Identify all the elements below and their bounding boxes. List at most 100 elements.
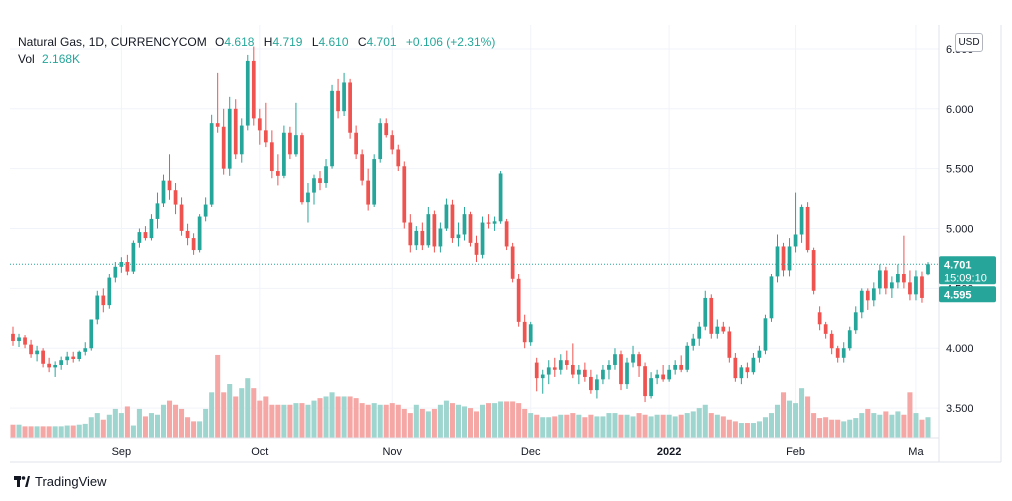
candle-body bbox=[245, 60, 250, 126]
volume-bar bbox=[901, 414, 907, 438]
volume-bars bbox=[10, 354, 931, 438]
volume-bar bbox=[70, 425, 76, 438]
time-tick-label: Ma bbox=[908, 446, 924, 458]
candle-body bbox=[739, 367, 744, 379]
volume-bar bbox=[805, 396, 811, 438]
currency-button[interactable]: USD bbox=[955, 33, 983, 52]
volume-bar bbox=[498, 401, 504, 438]
volume-bar bbox=[768, 413, 775, 438]
candle-body bbox=[781, 246, 786, 271]
candlestick-series[interactable] bbox=[11, 46, 930, 403]
candle-body bbox=[372, 159, 377, 205]
volume-bar bbox=[774, 404, 781, 438]
volume-bar bbox=[76, 424, 82, 438]
volume-bar bbox=[245, 378, 251, 438]
candle-body bbox=[137, 232, 142, 243]
candle-body bbox=[709, 297, 714, 334]
candle-body bbox=[583, 369, 587, 377]
volume-bar bbox=[22, 426, 28, 438]
candle-body bbox=[300, 135, 304, 203]
candle-body bbox=[336, 90, 340, 112]
volume-bar bbox=[486, 403, 492, 438]
volume-label: Vol bbox=[18, 52, 35, 66]
bar-countdown-label: 15:09:10 bbox=[944, 272, 987, 284]
candle-body bbox=[402, 166, 407, 223]
volume-bar bbox=[618, 414, 624, 438]
candle-body bbox=[655, 374, 659, 379]
candle-body bbox=[920, 276, 924, 298]
candle-body bbox=[540, 374, 545, 379]
volume-bar bbox=[215, 354, 221, 438]
volume-bar bbox=[648, 416, 654, 438]
volume-bar bbox=[130, 425, 136, 438]
high-label: H bbox=[263, 35, 273, 49]
low-value: 4.610 bbox=[318, 35, 349, 49]
volume-bar bbox=[136, 408, 142, 438]
last-price-badge bbox=[939, 256, 996, 285]
candle-body bbox=[23, 337, 27, 345]
candle-body bbox=[763, 318, 768, 351]
volume-bar bbox=[612, 413, 618, 438]
candle-body bbox=[408, 222, 413, 246]
candle-body bbox=[450, 204, 455, 239]
candle-body bbox=[209, 123, 214, 205]
volume-bar bbox=[696, 408, 702, 438]
candle-body bbox=[516, 278, 521, 322]
candle-body bbox=[546, 367, 551, 375]
close-value: 4.701 bbox=[366, 35, 397, 49]
candle-body bbox=[288, 132, 292, 155]
candle-body bbox=[251, 60, 256, 119]
volume-bar bbox=[732, 421, 738, 438]
candle-body bbox=[685, 345, 690, 370]
candle-body bbox=[312, 178, 316, 193]
candle-body bbox=[426, 214, 431, 246]
time-axis[interactable]: Sep Oct Nov Dec 2022 Feb Ma bbox=[112, 446, 925, 458]
candle-body bbox=[570, 364, 575, 375]
candle-body bbox=[468, 214, 473, 243]
candle-body bbox=[113, 266, 118, 278]
candle-body bbox=[643, 366, 647, 397]
volume-bar bbox=[221, 392, 227, 438]
candle-body bbox=[703, 297, 708, 327]
volume-bar bbox=[853, 418, 859, 438]
candle-body bbox=[661, 374, 665, 380]
candle-body bbox=[673, 364, 678, 370]
candle-body bbox=[276, 171, 280, 176]
tradingview-brand[interactable]: TradingView bbox=[14, 474, 107, 489]
candle-body bbox=[799, 206, 804, 235]
candle-body bbox=[715, 326, 720, 334]
volume-bar bbox=[714, 414, 720, 438]
candle-body bbox=[859, 290, 864, 313]
candle-body bbox=[877, 270, 882, 289]
candle-body bbox=[841, 348, 846, 358]
volume-bar bbox=[895, 411, 901, 438]
volume-bar bbox=[600, 416, 606, 438]
volume-bar bbox=[522, 408, 528, 438]
candle-body bbox=[492, 221, 497, 224]
candle-body bbox=[107, 277, 112, 306]
price-tick-label: 5.000 bbox=[946, 224, 974, 236]
volume-bar bbox=[570, 413, 576, 438]
candle-body bbox=[510, 246, 515, 279]
volume-bar bbox=[317, 398, 323, 438]
volume-bar bbox=[275, 404, 281, 438]
candle-body bbox=[811, 250, 816, 291]
volume-bar bbox=[811, 413, 817, 438]
time-tick-label: Nov bbox=[382, 446, 402, 458]
volume-bar bbox=[799, 388, 805, 438]
symbol-title[interactable]: Natural Gas, 1D, CURRENCYCOM bbox=[18, 35, 207, 49]
time-tick-label: Dec bbox=[521, 446, 541, 458]
volume-bar bbox=[88, 417, 94, 438]
volume-bar bbox=[323, 396, 329, 438]
volume-bar bbox=[889, 414, 895, 438]
volume-bar bbox=[582, 417, 588, 438]
candle-body bbox=[595, 379, 599, 391]
volume-bar bbox=[46, 426, 52, 438]
volume-bar bbox=[431, 408, 437, 438]
candle-body bbox=[619, 354, 623, 385]
volume-bar bbox=[455, 404, 461, 438]
candle-body bbox=[239, 125, 244, 155]
volume-bar bbox=[871, 413, 877, 438]
candle-body bbox=[95, 295, 100, 320]
candle-body bbox=[269, 142, 274, 172]
